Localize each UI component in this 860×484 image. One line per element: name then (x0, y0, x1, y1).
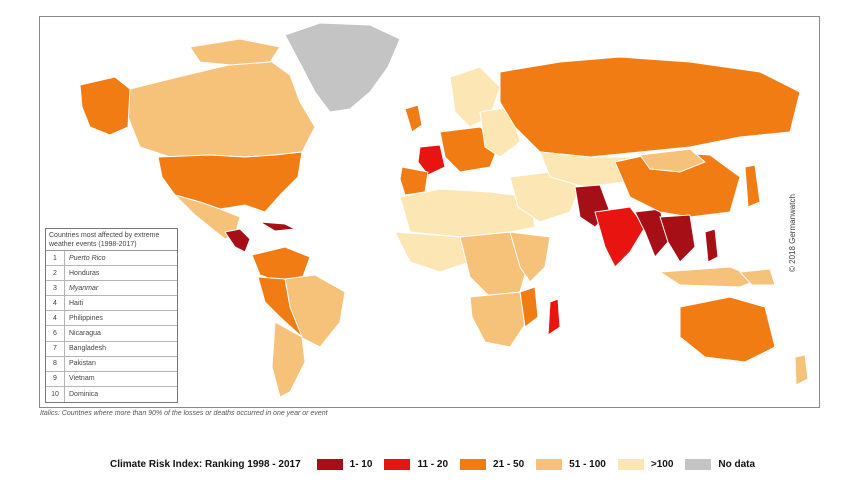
copyright-text: © 2018 Germanwatch (788, 194, 797, 272)
legend-item: >100 (617, 458, 674, 470)
rank-cell: 3 (46, 281, 65, 296)
legend-swatch (536, 458, 563, 470)
table-row: 4 Philippines (46, 311, 177, 327)
region-mongolia (639, 148, 706, 173)
table-title: Countries most affected by extreme weath… (46, 229, 177, 251)
region-philippines (704, 228, 719, 263)
country-cell: Dominica (69, 390, 99, 398)
region-indochina (659, 214, 696, 263)
rank-cell: 8 (46, 356, 65, 371)
region-usa (157, 151, 303, 213)
rank-cell: 1 (46, 251, 65, 266)
legend-item: 11 - 20 (384, 458, 449, 470)
rank-cell: 6 (46, 326, 65, 341)
table-row: 9 Vietnam (46, 371, 177, 387)
region-new-zealand (794, 354, 809, 386)
country-cell: Puerto Rico (69, 254, 106, 262)
legend-title: Climate Risk Index: Ranking 1998 - 2017 (110, 458, 301, 470)
table-row: 8 Pakistan (46, 356, 177, 372)
region-australia (679, 296, 776, 363)
map-svg (79, 22, 809, 398)
legend-swatch (316, 458, 343, 470)
rank-cell: 2 (46, 266, 65, 281)
rank-cell: 4 (46, 311, 65, 326)
country-cell: Vietnam (69, 375, 95, 383)
region-japan (744, 164, 761, 208)
country-cell: Haiti (69, 299, 84, 307)
region-iberia (399, 166, 429, 196)
legend-item: 51 - 100 (536, 458, 606, 470)
table-row: 6 Nicaragua (46, 326, 177, 342)
region-greenland (284, 22, 401, 113)
legend-label: No data (718, 458, 756, 470)
table-row: 2 Honduras (46, 266, 177, 282)
legend-label: 51 - 100 (569, 458, 606, 470)
region-madagascar (547, 298, 561, 336)
region-canada (127, 56, 316, 158)
table-row: 4 Haiti (46, 296, 177, 312)
country-cell: Pakistan (69, 360, 96, 368)
region-uk (404, 104, 423, 133)
region-mozambique (519, 286, 539, 328)
rank-cell: 4 (46, 296, 65, 311)
country-cell: Myanmar (69, 284, 99, 292)
legend-swatch (617, 458, 644, 470)
region-canadian-islands (189, 38, 281, 66)
legend-label: 1- 10 (349, 458, 373, 470)
country-cell: Bangladesh (69, 345, 106, 353)
table-row: 7 Bangladesh (46, 341, 177, 357)
legend: Climate Risk Index: Ranking 1998 - 2017 … (110, 456, 767, 472)
region-france (417, 144, 446, 176)
country-cell: Philippines (69, 314, 103, 322)
rank-cell: 10 (46, 386, 65, 402)
region-russia (499, 56, 801, 158)
legend-item: 1- 10 (316, 458, 373, 470)
region-png (738, 268, 776, 286)
legend-swatch (685, 458, 712, 470)
legend-label: 21 - 50 (493, 458, 525, 470)
rank-cell: 9 (46, 371, 65, 386)
region-caribbean (259, 221, 297, 232)
region-alaska (79, 76, 131, 136)
table-row: 1 Puerto Rico (46, 251, 177, 267)
rank-cell: 7 (46, 341, 65, 356)
country-cell: Honduras (69, 269, 100, 277)
region-india (594, 206, 646, 268)
table-row: 10 Dominica (46, 386, 177, 402)
region-central-america (224, 228, 251, 253)
region-argentina-chile (271, 321, 306, 398)
region-north-africa (399, 188, 536, 238)
ranking-table: Countries most affected by extreme weath… (45, 228, 178, 403)
footnote: Italics: Countries where more than 90% o… (40, 410, 328, 417)
table-rows: 1 Puerto Rico 2 Honduras 3 Myanmar 4 Haiti 4 Phil… (46, 251, 177, 402)
legend-label: >100 (650, 458, 674, 470)
legend-swatch (384, 458, 411, 470)
table-row: 3 Myanmar (46, 281, 177, 297)
legend-swatch (460, 458, 487, 470)
legend-items: 1- 10 11 - 20 21 - 50 51 - 100 >100 No data (316, 458, 767, 470)
region-west-africa (394, 231, 471, 273)
legend-item: No data (685, 458, 756, 470)
legend-item: 21 - 50 (460, 458, 525, 470)
region-east-africa (509, 231, 551, 283)
country-cell: Nicaragua (69, 330, 101, 338)
legend-label: 11 - 20 (417, 458, 449, 470)
